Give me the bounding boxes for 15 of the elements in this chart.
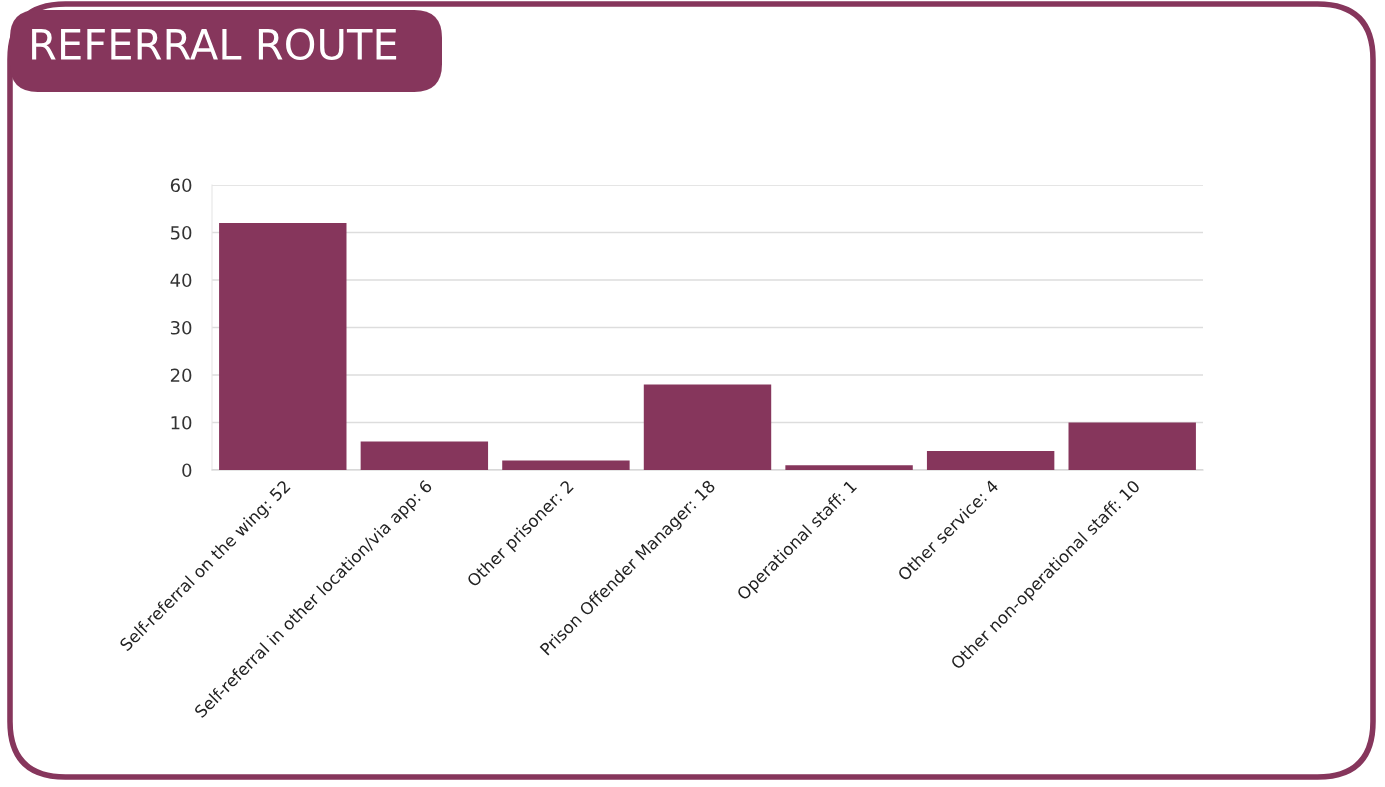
bar [643,384,772,470]
y-tick-label: 0 [182,463,192,478]
bar [502,460,630,470]
y-tick-label: 60 [170,178,192,193]
bar [360,441,489,470]
y-tick-label: 20 [170,368,192,383]
y-tick-label: 40 [170,273,192,288]
chart-title: REFERRAL ROUTE [32,28,397,61]
y-tick-label: 30 [170,320,192,335]
bar [1068,422,1196,470]
bar [926,451,1055,470]
bar [785,465,913,470]
y-tick-label: 10 [171,415,192,430]
y-tick-label: 50 [170,225,192,240]
bar [219,223,347,470]
